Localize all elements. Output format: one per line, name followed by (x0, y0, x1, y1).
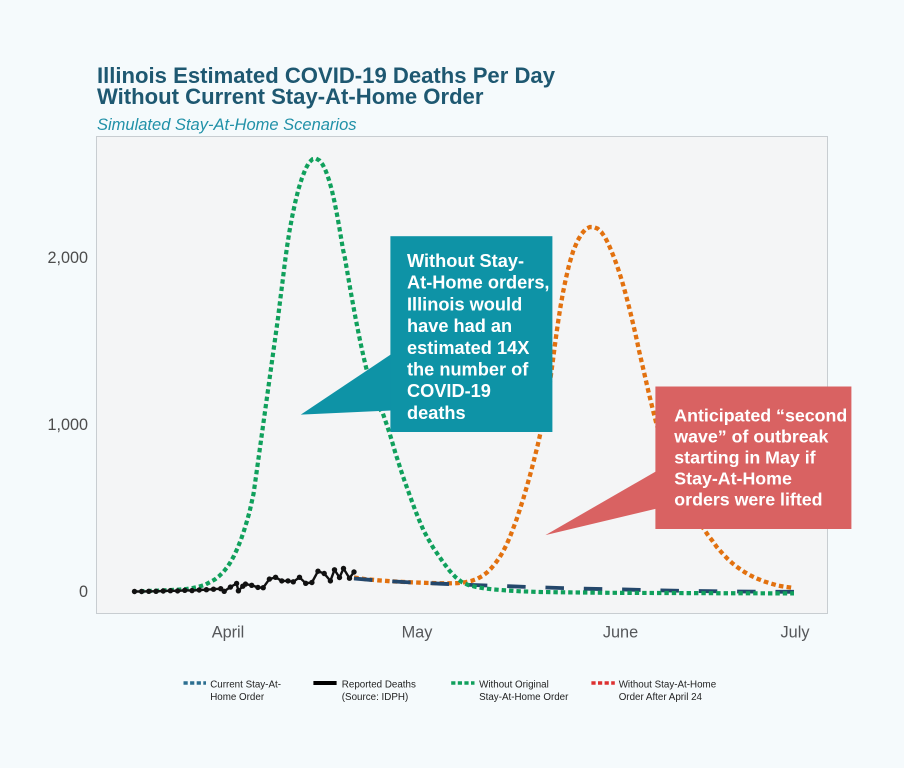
svg-text:Stay-At-Home Order: Stay-At-Home Order (479, 692, 569, 703)
svg-text:Without Stay- At-Home or: Without Stay- At-Home orders, Illinois w… (407, 251, 555, 423)
svg-text:Current Stay-At-: Current Stay-At- (210, 680, 281, 691)
svg-text:Illinois Estimated COVID-19 De: Illinois Estimated COVID-19 Deaths Per D… (97, 63, 556, 88)
svg-text:Simulated Stay-At-Home Scenari: Simulated Stay-At-Home Scenarios (97, 116, 357, 134)
svg-text:Without Current Stay-At-Home O: Without Current Stay-At-Home Order (97, 84, 484, 109)
svg-text:April: April (212, 623, 245, 641)
svg-text:July: July (781, 623, 811, 641)
svg-text:Reported Deaths: Reported Deaths (342, 680, 416, 691)
svg-text:2,000: 2,000 (47, 249, 88, 267)
svg-text:Without Original: Without Original (479, 680, 549, 691)
svg-text:Without Stay-At-Home: Without Stay-At-Home (619, 680, 717, 691)
svg-text:0: 0 (79, 583, 88, 601)
svg-text:(Source: IDPH): (Source: IDPH) (342, 692, 408, 703)
svg-text:June: June (603, 623, 638, 641)
svg-text:Order After April 24: Order After April 24 (619, 692, 703, 703)
svg-text:Home Order: Home Order (210, 692, 265, 703)
svg-text:Anticipated “second wave: Anticipated “second wave” of outbreak st… (673, 405, 852, 509)
svg-text:1,000: 1,000 (47, 416, 88, 434)
svg-text:May: May (402, 623, 434, 641)
